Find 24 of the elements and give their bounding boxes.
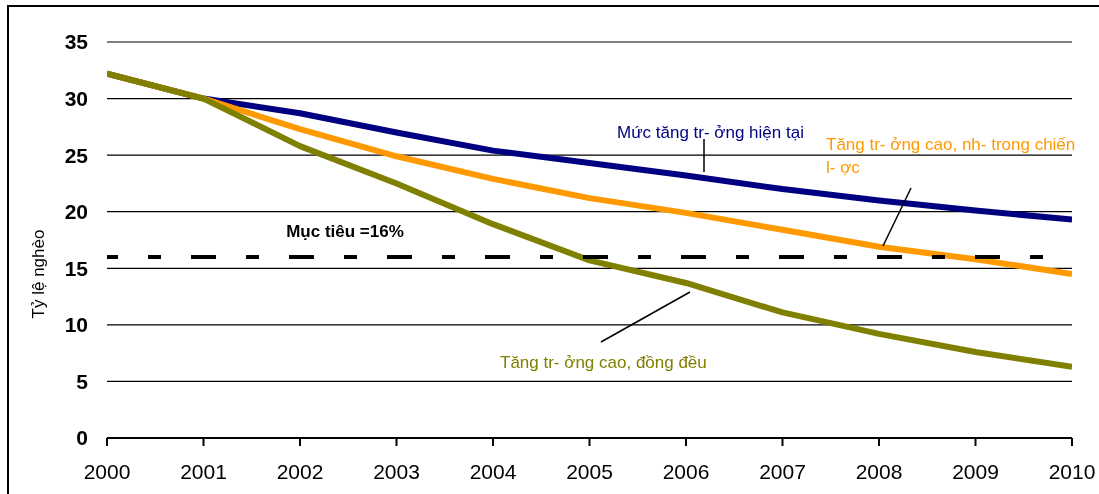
x-tick-label: 2006 [662,459,710,483]
ref-line-label: Mục tiêu =16% [286,221,404,241]
x-tick-label: 2008 [855,459,903,483]
y-tick-label: 35 [64,30,89,54]
y-tick-label: 5 [76,369,89,393]
x-tick-label: 2007 [759,459,806,483]
x-tick-label: 2003 [373,459,420,483]
y-tick-label: 10 [64,313,88,337]
x-tick-label: 2009 [952,459,999,483]
y-tick-label: 30 [64,87,88,111]
x-tick-label: 2000 [83,459,131,483]
y-tick-label: 20 [64,200,88,224]
y-tick-label: 15 [64,256,89,280]
x-tick-label: 2001 [180,459,227,483]
y-tick-label: 0 [76,426,88,450]
series-label: Mức tăng tr- ởng hiện tại [617,122,804,144]
text: Tăng tr- ởng cao, nh- trong chiến l- ợc [826,134,1077,179]
x-tick-label: 2004 [469,459,517,483]
x-tick-label: 2010 [1048,459,1096,483]
y-axis-title: Tỷ lệ nghèo [28,229,48,319]
y-tick-label: 25 [64,143,89,167]
x-tick-label: 2005 [566,459,613,483]
x-tick-label: 2002 [276,459,324,483]
text: Tăng tr- ởng cao, đồng đều [500,352,707,374]
